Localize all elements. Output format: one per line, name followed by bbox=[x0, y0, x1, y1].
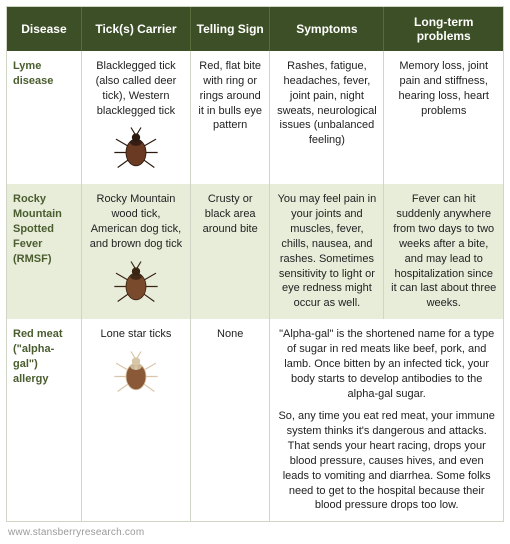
cell-longterm: Fever can hit suddenly anywhere from two… bbox=[384, 184, 503, 319]
carrier-text: Lone star ticks bbox=[100, 328, 171, 340]
table-row: Red meat ("alpha-gal") allergy Lone star… bbox=[7, 319, 503, 521]
cell-carrier: Rocky Mountain wood tick, American dog t… bbox=[81, 184, 190, 319]
cell-carrier: Lone star ticks bbox=[81, 319, 190, 521]
merged-paragraph: So, any time you eat red meat, your immu… bbox=[276, 409, 497, 513]
tick-table-container: Disease Tick(s) Carrier Telling Sign Sym… bbox=[6, 6, 504, 522]
merged-paragraph: "Alpha-gal" is the shortened name for a … bbox=[276, 327, 497, 401]
header-row: Disease Tick(s) Carrier Telling Sign Sym… bbox=[7, 7, 503, 51]
cell-longterm: Memory loss, joint pain and stiffness, h… bbox=[384, 51, 503, 184]
table-row: Rocky Mountain Spotted Fever (RMSF) Rock… bbox=[7, 184, 503, 319]
source-footer: www.stansberryresearch.com bbox=[6, 522, 504, 538]
col-carrier: Tick(s) Carrier bbox=[81, 7, 190, 51]
col-disease: Disease bbox=[7, 7, 81, 51]
carrier-text: Blacklegged tick (also called deer tick)… bbox=[96, 60, 177, 117]
col-symptoms: Symptoms bbox=[270, 7, 384, 51]
col-sign: Telling Sign bbox=[191, 7, 270, 51]
cell-carrier: Blacklegged tick (also called deer tick)… bbox=[81, 51, 190, 184]
cell-sign: Crusty or black area around bite bbox=[191, 184, 270, 319]
cell-disease: Lyme disease bbox=[7, 51, 81, 184]
cell-symptoms: You may feel pain in your joints and mus… bbox=[270, 184, 384, 319]
cell-disease: Rocky Mountain Spotted Fever (RMSF) bbox=[7, 184, 81, 319]
cell-disease: Red meat ("alpha-gal") allergy bbox=[7, 319, 81, 521]
cell-sign: Red, flat bite with ring or rings around… bbox=[191, 51, 270, 184]
tick-disease-table: Disease Tick(s) Carrier Telling Sign Sym… bbox=[7, 7, 503, 521]
tick-icon bbox=[88, 348, 184, 400]
tick-icon bbox=[88, 258, 184, 310]
tick-icon bbox=[88, 124, 184, 176]
carrier-text: Rocky Mountain wood tick, American dog t… bbox=[90, 193, 182, 250]
table-row: Lyme disease Blacklegged tick (also call… bbox=[7, 51, 503, 184]
cell-sign: None bbox=[191, 319, 270, 521]
col-longterm: Long-term problems bbox=[384, 7, 503, 51]
cell-symptoms-longterm-merged: "Alpha-gal" is the shortened name for a … bbox=[270, 319, 503, 521]
cell-symptoms: Rashes, fatigue, headaches, fever, joint… bbox=[270, 51, 384, 184]
